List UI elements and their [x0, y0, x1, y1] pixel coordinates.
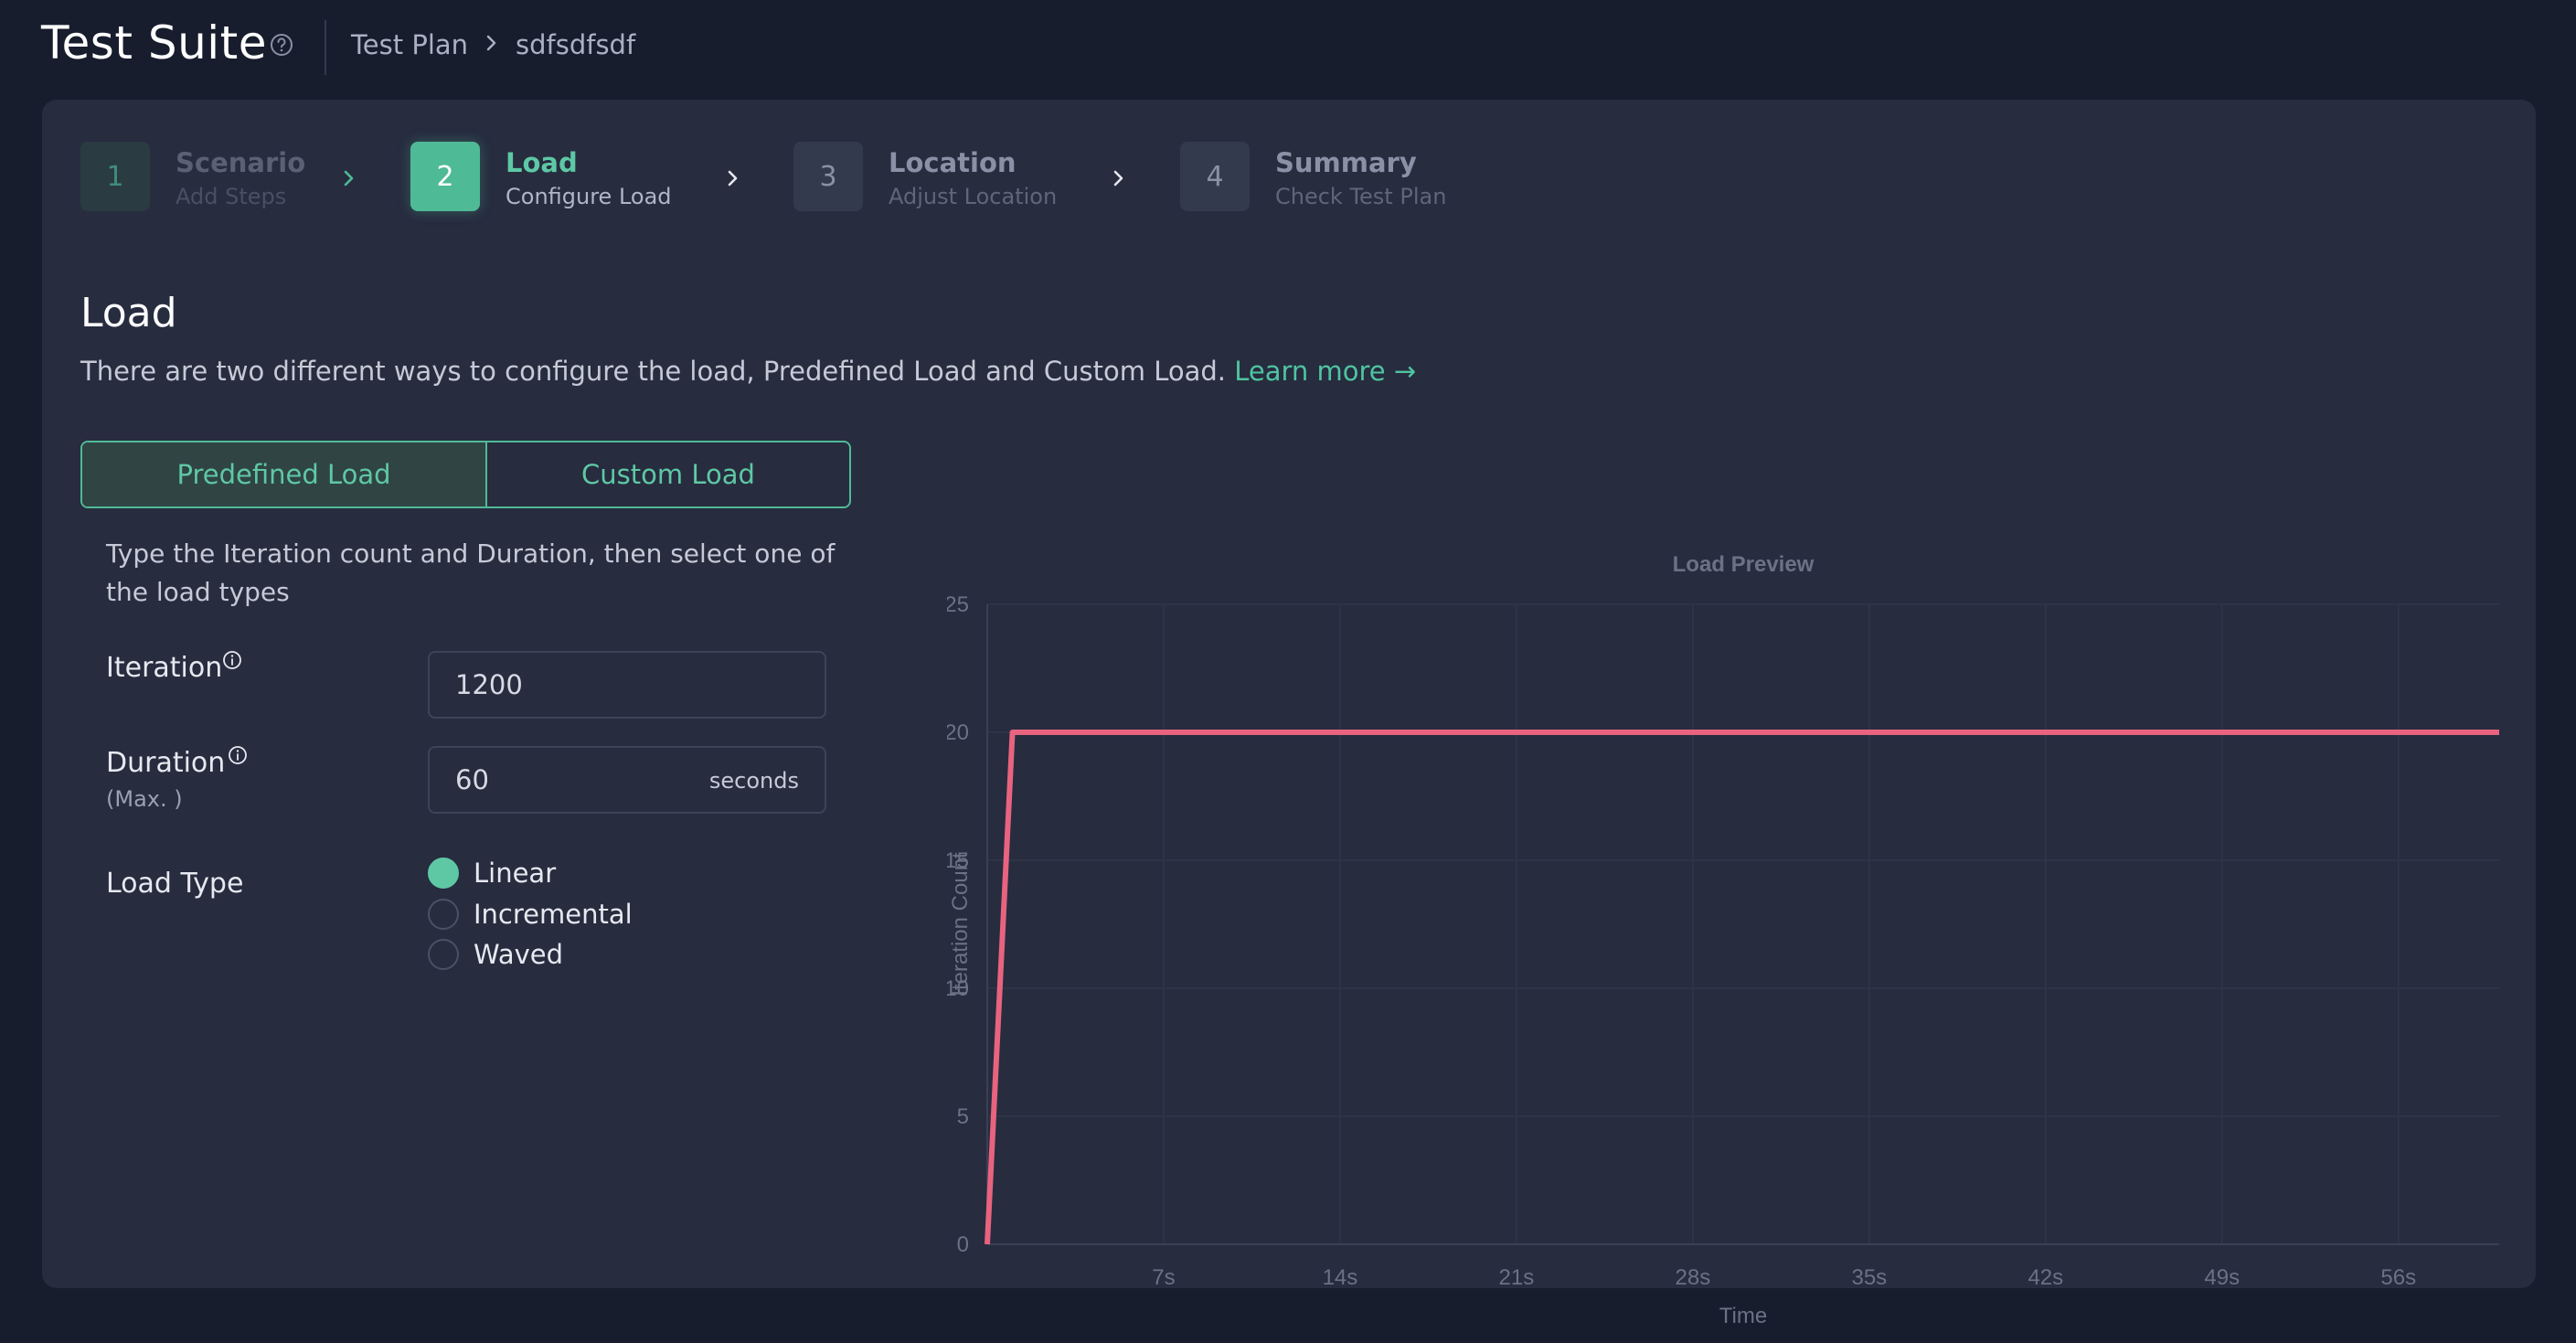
load-type-label: Load Type [106, 868, 244, 900]
radio-incremental-label: Incremental [474, 899, 633, 930]
custom-load-tab[interactable]: Custom Load [581, 459, 755, 490]
page-header: Test Suite Test Plan sdfsdfsdf [0, 0, 2576, 99]
step-1-subtitle: Add Steps [176, 184, 287, 209]
step-3-subtitle: Adjust Location [889, 184, 1058, 209]
description-text: There are two different ways to configur… [80, 356, 1226, 387]
load-preview-chart: Load Preview 0 5 10 15 20 25 7s 14s 21s 28s 35s 42s 4… [947, 552, 2499, 1328]
predefined-load-tab[interactable]: Predefined Load [82, 442, 487, 506]
x-tick-label: 28s [1676, 1265, 1711, 1290]
step-4-subtitle: Check Test Plan [1275, 184, 1447, 209]
step-1-number[interactable]: 1 [80, 142, 150, 211]
duration-value: 60 [455, 764, 489, 795]
chevron-right-icon [486, 35, 496, 51]
page-title: Test Suite [41, 16, 268, 69]
breadcrumb-test-plan[interactable]: Test Plan [351, 29, 469, 60]
y-tick-label: 25 [947, 592, 969, 617]
step-2-subtitle: Configure Load [506, 184, 672, 209]
radio-linear[interactable]: Linear [428, 855, 556, 891]
x-tick-label: 42s [2028, 1265, 2063, 1290]
radio-waved-indicator[interactable] [428, 939, 459, 970]
header-divider [325, 20, 326, 75]
x-axis-label: Time [1719, 1304, 1767, 1328]
x-tick-label: 56s [2380, 1265, 2416, 1290]
series-line [985, 730, 2499, 1245]
x-tick-label: 14s [1323, 1265, 1358, 1290]
chevron-right-icon [1113, 170, 1123, 187]
iteration-label: Iteration [106, 652, 223, 684]
step-1-title[interactable]: Scenario [176, 147, 306, 178]
y-tick-label: 10 [947, 976, 969, 1001]
radio-linear-indicator[interactable] [428, 858, 459, 889]
learn-more-link[interactable]: Learn more → [1234, 356, 1417, 387]
y-axis-label: Iteration Count [948, 852, 973, 997]
chevron-right-icon [344, 170, 354, 187]
chart-title: Load Preview [1673, 552, 1815, 577]
info-icon[interactable] [228, 745, 248, 765]
duration-label: Duration [106, 747, 226, 779]
breadcrumb-current: sdfsdfsdf [516, 29, 636, 60]
step-3-number[interactable]: 3 [793, 142, 863, 211]
y-tick-label: 0 [957, 1232, 969, 1257]
x-tick-label: 21s [1499, 1265, 1535, 1290]
radio-linear-label: Linear [474, 858, 557, 889]
iteration-input[interactable]: 1200 [428, 651, 826, 719]
radio-incremental[interactable]: Incremental [428, 896, 633, 933]
iteration-value: 1200 [455, 669, 523, 700]
duration-unit: seconds [708, 768, 799, 794]
x-tick-label: 49s [2204, 1265, 2240, 1290]
section-description: There are two different ways to configur… [80, 356, 1416, 387]
step-4-number[interactable]: 4 [1180, 142, 1250, 211]
help-circle-icon[interactable] [270, 33, 293, 57]
info-icon[interactable] [222, 650, 242, 670]
x-tick-label: 35s [1851, 1265, 1887, 1290]
y-tick-label: 15 [947, 848, 969, 873]
load-mode-toggle: Predefined Load Custom Load [80, 441, 851, 508]
y-tick-label: 5 [957, 1104, 969, 1129]
step-3-title[interactable]: Location [889, 147, 1017, 178]
x-tick-label: 7s [1152, 1265, 1175, 1290]
radio-incremental-indicator[interactable] [428, 899, 459, 930]
step-2-title[interactable]: Load [506, 147, 578, 178]
duration-sublabel: (Max. ) [106, 786, 183, 812]
step-2-number[interactable]: 2 [410, 142, 480, 211]
step-4-title[interactable]: Summary [1275, 147, 1417, 178]
section-title: Load [80, 290, 177, 336]
radio-waved-label: Waved [474, 939, 564, 970]
chevron-right-icon [728, 170, 738, 187]
radio-waved[interactable]: Waved [428, 936, 563, 973]
duration-input[interactable]: 60 seconds [428, 746, 826, 814]
form-hint: Type the Iteration count and Duration, t… [106, 538, 836, 607]
wizard-card: 1 Scenario Add Steps 2 Load Configure Lo… [42, 100, 2536, 1328]
y-tick-label: 20 [947, 720, 969, 745]
